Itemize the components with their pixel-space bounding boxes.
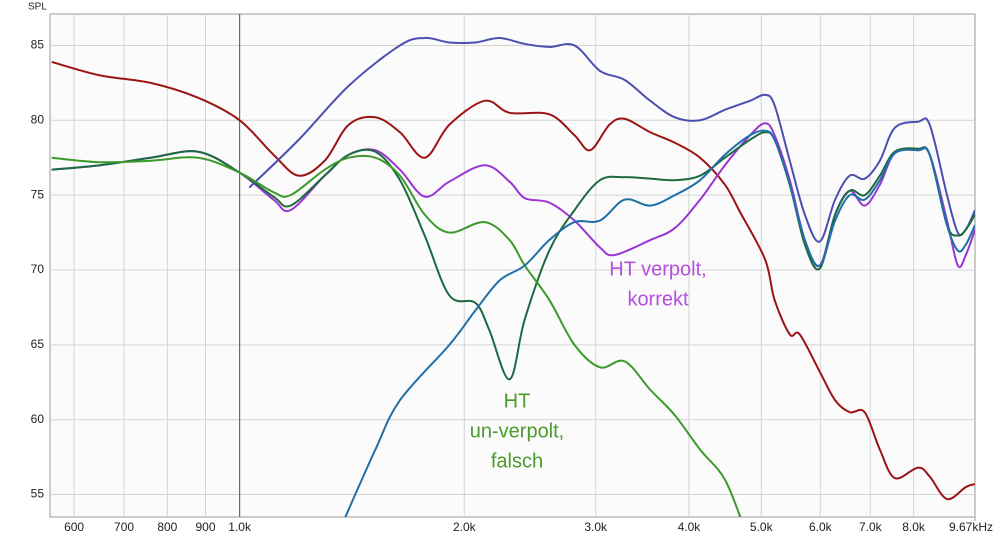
x-tick-label: 900	[195, 520, 215, 534]
annotation: HT verpolt,	[609, 258, 706, 280]
x-tick-label: 8.0k	[902, 520, 926, 534]
y-tick-label: 80	[31, 112, 45, 126]
x-tick-label: 6.0k	[809, 520, 833, 534]
x-tick-label: 3.0k	[584, 520, 608, 534]
series-line	[344, 129, 975, 517]
series-line	[51, 60, 975, 501]
x-tick-label: 800	[157, 520, 177, 534]
series-line	[248, 36, 975, 243]
x-tick-label: 9.67kHz	[949, 520, 993, 534]
x-tick-label: 4.0k	[678, 520, 702, 534]
plot-lines	[51, 36, 975, 517]
x-tick-label: 7.0k	[859, 520, 883, 534]
series-line	[51, 131, 975, 381]
y-tick-label: 55	[31, 487, 45, 501]
x-tick-label: 2.0k	[453, 520, 477, 534]
y-tick-label: 60	[31, 412, 45, 426]
x-tick-label: 600	[64, 520, 84, 534]
annotation: HT	[504, 390, 531, 412]
y-tick-label: 65	[31, 337, 45, 351]
y-tick-label: 70	[31, 262, 45, 276]
series-line	[51, 154, 742, 517]
x-tick-label: 5.0k	[750, 520, 774, 534]
annotation: falsch	[491, 450, 543, 472]
annotation: un-verpolt,	[470, 420, 565, 442]
y-tick-label: 75	[31, 187, 45, 201]
y-axis-label: SPL	[28, 2, 47, 13]
x-tick-label: 1.0k	[228, 520, 252, 534]
x-tick-label: 700	[114, 520, 134, 534]
annotation: korrekt	[627, 288, 689, 310]
y-tick-label: 85	[31, 38, 45, 52]
